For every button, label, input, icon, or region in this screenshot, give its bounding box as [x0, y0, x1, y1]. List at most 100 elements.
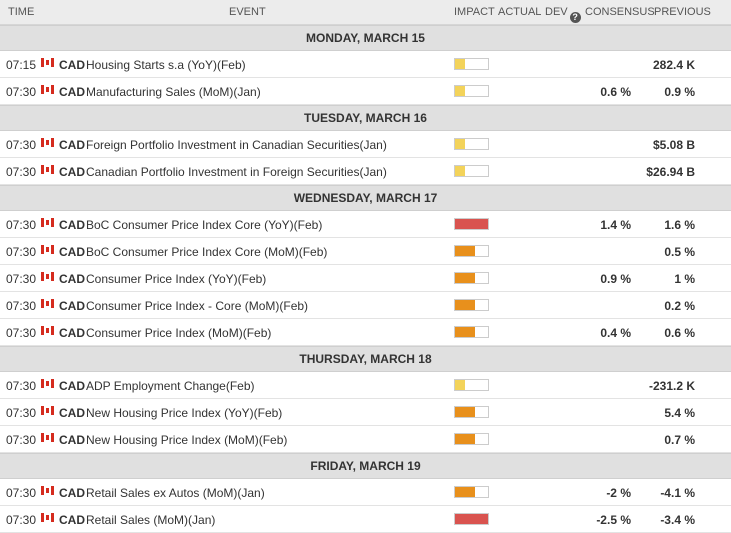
impact-fill [455, 166, 465, 176]
event-currency: CAD [59, 85, 85, 99]
header-previous[interactable]: PREVIOUS [654, 6, 711, 18]
event-currency: CAD [59, 58, 85, 72]
event-name[interactable]: BoC Consumer Price Index Core (MoM)(Feb) [86, 245, 328, 259]
canada-flag-icon [41, 138, 54, 147]
event-previous: 0.7 % [664, 433, 695, 447]
event-name[interactable]: Foreign Portfolio Investment in Canadian… [86, 138, 387, 152]
event-name[interactable]: Consumer Price Index (YoY)(Feb) [86, 272, 267, 286]
event-time: 07:30 [6, 299, 37, 313]
day-header: MONDAY, MARCH 15 [0, 25, 731, 51]
event-currency: CAD [59, 218, 85, 232]
impact-fill [455, 407, 475, 417]
header-consensus[interactable]: CONSENSUS [585, 6, 655, 18]
day-header: WEDNESDAY, MARCH 17 [0, 185, 731, 211]
event-row[interactable]: 07:15 CAD Housing Starts s.a (YoY)(Feb) 282… [0, 51, 731, 78]
event-name[interactable]: Housing Starts s.a (YoY)(Feb) [86, 58, 246, 72]
event-row[interactable]: 07:30 CAD BoC Consumer Price Index Core (M… [0, 238, 731, 265]
event-time: 07:30 [6, 85, 37, 99]
event-consensus: 1.4 % [600, 218, 631, 232]
canada-flag-icon [41, 299, 54, 308]
event-previous: 282.4 K [652, 58, 695, 72]
impact-fill [455, 300, 475, 310]
event-currency: CAD [59, 299, 85, 313]
event-consensus: 0.9 % [600, 272, 631, 286]
event-consensus: 0.6 % [600, 85, 631, 99]
canada-flag-icon [41, 326, 54, 335]
event-currency: CAD [59, 379, 85, 393]
event-row[interactable]: 07:30 CAD Consumer Price Index (MoM)(Feb) 0… [0, 319, 731, 346]
canada-flag-icon [41, 406, 54, 415]
event-row[interactable]: 07:30 CAD Foreign Portfolio Investment in … [0, 131, 731, 158]
canada-flag-icon [41, 85, 54, 94]
header-time[interactable]: TIME [8, 6, 35, 18]
event-name[interactable]: Consumer Price Index (MoM)(Feb) [86, 326, 272, 340]
event-consensus: -2 % [606, 486, 631, 500]
event-name[interactable]: Retail Sales (MoM)(Jan) [86, 513, 216, 527]
event-currency: CAD [59, 433, 85, 447]
event-previous: 1.6 % [664, 218, 695, 232]
canada-flag-icon [41, 486, 54, 495]
event-row[interactable]: 07:30 CAD Retail Sales (MoM)(Jan) -2.5 % -3.… [0, 506, 731, 533]
event-row[interactable]: 07:30 CAD Consumer Price Index (YoY)(Feb) 0… [0, 265, 731, 292]
day-header: TUESDAY, MARCH 16 [0, 105, 731, 131]
impact-bar [454, 486, 489, 498]
canada-flag-icon [41, 272, 54, 281]
impact-bar [454, 406, 489, 418]
header-actual[interactable]: ACTUAL [498, 6, 542, 18]
event-currency: CAD [59, 406, 85, 420]
impact-fill [455, 273, 475, 283]
impact-fill [455, 59, 465, 69]
event-name[interactable]: Retail Sales ex Autos (MoM)(Jan) [86, 486, 265, 500]
canada-flag-icon [41, 433, 54, 442]
canada-flag-icon [41, 218, 54, 227]
event-name[interactable]: New Housing Price Index (MoM)(Feb) [86, 433, 288, 447]
impact-bar [454, 513, 489, 525]
event-time: 07:30 [6, 433, 37, 447]
event-row[interactable]: 07:30 CAD Manufacturing Sales (MoM)(Jan) 0.… [0, 78, 731, 105]
event-time: 07:30 [6, 379, 37, 393]
event-row[interactable]: 07:30 CAD Canadian Portfolio Investment in… [0, 158, 731, 185]
event-previous: 1 % [674, 272, 695, 286]
event-previous: 0.9 % [664, 85, 695, 99]
header-dev[interactable]: DEV? [545, 6, 581, 23]
impact-fill [455, 487, 475, 497]
header-impact[interactable]: IMPACT [454, 6, 495, 18]
event-row[interactable]: 07:30 CAD ADP Employment Change(Feb) -231.2… [0, 372, 731, 399]
day-header: THURSDAY, MARCH 18 [0, 346, 731, 372]
info-icon[interactable]: ? [569, 12, 581, 23]
canada-flag-icon [41, 58, 54, 67]
event-currency: CAD [59, 486, 85, 500]
event-row[interactable]: 07:30 CAD New Housing Price Index (YoY)(Fe… [0, 399, 731, 426]
impact-fill [455, 246, 475, 256]
impact-bar [454, 433, 489, 445]
event-name[interactable]: Manufacturing Sales (MoM)(Jan) [86, 85, 261, 99]
event-name[interactable]: New Housing Price Index (YoY)(Feb) [86, 406, 283, 420]
event-consensus: 0.4 % [600, 326, 631, 340]
impact-fill [455, 86, 465, 96]
event-name[interactable]: Consumer Price Index - Core (MoM)(Feb) [86, 299, 309, 313]
event-currency: CAD [59, 272, 85, 286]
event-row[interactable]: 07:30 CAD New Housing Price Index (MoM)(Fe… [0, 426, 731, 453]
event-row[interactable]: 07:30 CAD BoC Consumer Price Index Core (Y… [0, 211, 731, 238]
event-row[interactable]: 07:30 CAD Retail Sales ex Autos (MoM)(Jan)… [0, 479, 731, 506]
event-previous: 0.2 % [664, 299, 695, 313]
event-name[interactable]: BoC Consumer Price Index Core (YoY)(Feb) [86, 218, 323, 232]
impact-bar [454, 379, 489, 391]
event-name[interactable]: Canadian Portfolio Investment in Foreign… [86, 165, 387, 179]
event-time: 07:30 [6, 486, 37, 500]
event-previous: $5.08 B [652, 138, 695, 152]
event-time: 07:30 [6, 326, 37, 340]
event-name[interactable]: ADP Employment Change(Feb) [86, 379, 255, 393]
event-previous: -4.1 % [660, 486, 695, 500]
event-currency: CAD [59, 326, 85, 340]
canada-flag-icon [41, 513, 54, 522]
event-row[interactable]: 07:30 CAD Consumer Price Index - Core (MoM… [0, 292, 731, 319]
event-currency: CAD [59, 165, 85, 179]
impact-fill [455, 380, 465, 390]
event-time: 07:30 [6, 165, 37, 179]
canada-flag-icon [41, 165, 54, 174]
table-body: MONDAY, MARCH 15 07:15 CAD Housing Starts s… [0, 25, 731, 533]
impact-bar [454, 299, 489, 311]
impact-bar [454, 272, 489, 284]
header-event[interactable]: EVENT [229, 6, 266, 18]
